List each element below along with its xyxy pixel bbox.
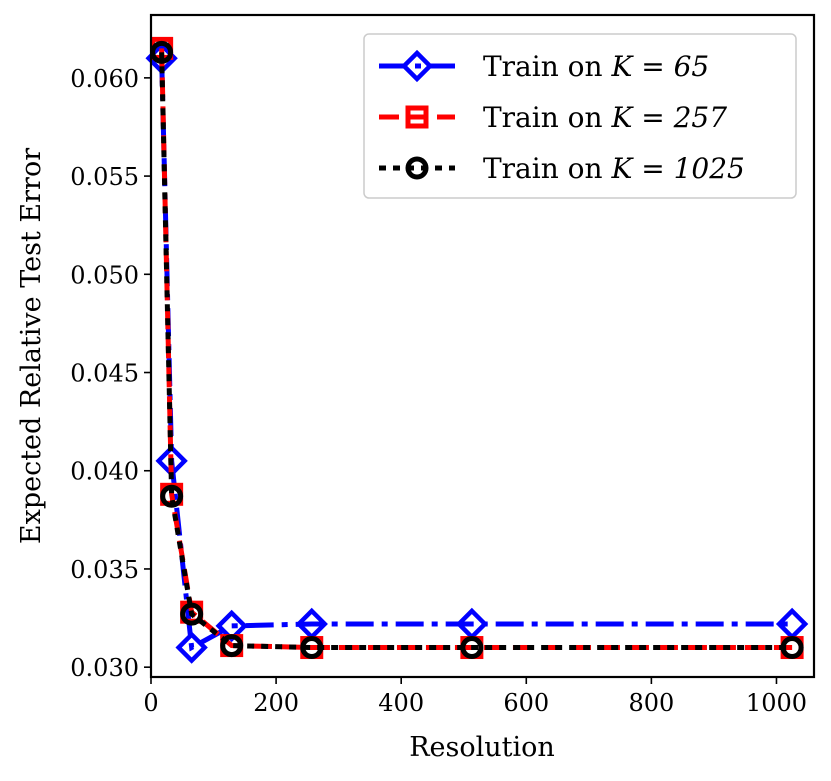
legend-marker-square [405,105,429,129]
legend-item: Train on K = 65 [379,49,709,83]
x-tick-label: 1000 [746,689,807,717]
series-layer [145,36,809,664]
y-tick-label: 0.050 [70,261,139,289]
legend-item: Train on K = 1025 [379,152,745,185]
data-point-circle [780,636,804,660]
plot-frame [149,13,816,679]
y-tick-label: 0.040 [70,458,139,486]
legend-item: Train on K = 257 [379,101,727,134]
y-tick-label: 0.055 [70,163,139,191]
data-point-circle [220,634,244,658]
x-axis-label: Resolution [409,732,555,763]
x-tick-label: 200 [253,689,299,717]
data-point-circle [160,484,184,508]
data-point-circle [180,602,204,626]
legend: Train on K = 65 Train on K = 257 Train on … [363,33,797,199]
data-point-circle [460,636,484,660]
series-line [159,52,793,651]
x-tick-label: 600 [503,689,549,717]
x-tick-label: 800 [628,689,674,717]
legend-marker-circle [405,156,429,180]
legend-frame [363,33,797,199]
y-axis-label: Expected Relative Test Error [16,148,47,544]
x-tick-label: 0 [143,689,158,717]
y-axis: 0.030 0.035 0.040 0.045 0.050 0.055 0.060 [70,65,151,682]
y-tick-label: 0.045 [70,360,139,388]
y-tick-label: 0.035 [70,556,139,584]
y-tick-label: 0.030 [70,654,139,682]
legend-label: Train on K = 65 [483,50,709,83]
x-axis: 0 200 400 600 800 1000 [143,677,807,717]
data-point-circle [150,40,174,64]
x-tick-label: 400 [378,689,424,717]
data-point-diamond [175,631,208,664]
series-3 [150,40,804,660]
legend-marker-diamond [400,49,434,83]
y-tick-label: 0.060 [70,65,139,93]
legend-label: Train on K = 257 [483,101,727,134]
legend-label: Train on K = 1025 [483,152,745,185]
data-point-circle [300,636,324,660]
